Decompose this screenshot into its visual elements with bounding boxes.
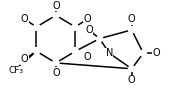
Text: O: O xyxy=(152,48,160,58)
Text: O: O xyxy=(21,54,29,64)
Text: O: O xyxy=(128,14,135,24)
Text: O: O xyxy=(128,75,135,85)
Text: N: N xyxy=(106,48,113,58)
Text: O: O xyxy=(21,14,29,24)
Text: O: O xyxy=(85,25,93,35)
Text: O: O xyxy=(52,1,60,11)
Text: O: O xyxy=(52,68,60,78)
Text: CF₃: CF₃ xyxy=(9,66,24,75)
Text: O: O xyxy=(83,52,91,62)
Text: O: O xyxy=(83,14,91,24)
